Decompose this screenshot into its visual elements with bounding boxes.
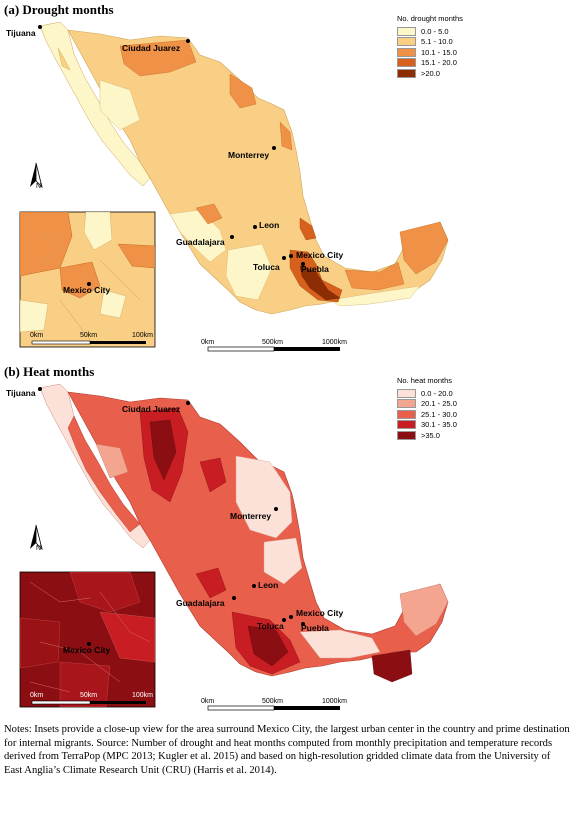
main-scale-bar: 0km 500km 1000km — [201, 339, 347, 352]
main-scale-start: 0km — [201, 698, 214, 705]
legend-title: No. heat months — [397, 376, 453, 385]
city-label-puebla: Puebla — [301, 264, 329, 274]
legend-item: 30.1 - 35.0 — [397, 420, 457, 431]
legend-item: 0.0 - 20.0 — [397, 388, 457, 399]
heat-map-panel: Tijuana Ciudad Juarez Monterrey Leon Gua… — [0, 362, 573, 717]
legend-item: 0.0 - 5.0 — [397, 26, 463, 37]
city-label-monterrey: Monterrey — [230, 511, 271, 521]
legend-item: 25.1 - 30.0 — [397, 409, 457, 420]
legend-item: >20.0 — [397, 68, 463, 79]
ciudad-juarez-marker — [186, 39, 190, 43]
mexico-city-marker — [289, 254, 293, 258]
city-label-monterrey: Monterrey — [228, 150, 269, 160]
inset-scale-end: 100km — [132, 692, 153, 699]
legend-title: No. drought months — [397, 14, 463, 23]
city-label-guadalajara: Guadalajara — [176, 598, 225, 608]
legend: No. heat months 0.0 - 20.0 20.1 - 25.0 2… — [397, 376, 457, 441]
north-arrow-icon: N — [30, 162, 43, 190]
inset-map: Mexico City 0km 50km 100km — [19, 571, 156, 708]
legend-item: >35.0 — [397, 430, 457, 441]
main-scale-mid: 500km — [262, 339, 283, 346]
legend: No. drought months 0.0 - 5.0 5.1 - 10.0 … — [397, 14, 463, 79]
city-label-leon: Leon — [259, 220, 279, 230]
leon-marker — [253, 225, 257, 229]
inset-label-mexico-city: Mexico City — [63, 645, 111, 655]
city-label-guadalajara: Guadalajara — [176, 237, 225, 247]
panel-title: (b) Heat months — [4, 364, 95, 379]
north-arrow-icon: N — [30, 524, 43, 552]
legend-item: 10.1 - 15.0 — [397, 47, 463, 58]
inset-scale-mid: 50km — [80, 692, 97, 699]
inset-scale-start: 0km — [30, 332, 43, 339]
monterrey-marker — [272, 146, 276, 150]
city-label-mexico-city: Mexico City — [296, 608, 344, 618]
inset-label-mexico-city: Mexico City — [63, 285, 111, 295]
panel-title: (a) Drought months — [4, 2, 114, 17]
guadalajara-marker — [230, 235, 234, 239]
inset-scale-end: 100km — [132, 332, 153, 339]
inset-map: Mexico City 0km 50km 100km — [19, 211, 156, 348]
heat-map: Tijuana Ciudad Juarez Monterrey Leon Gua… — [6, 383, 449, 711]
legend-item: 5.1 - 10.0 — [397, 37, 463, 48]
main-scale-mid: 500km — [262, 698, 283, 705]
main-scale-end: 1000km — [322, 339, 347, 346]
city-label-leon: Leon — [258, 580, 278, 590]
city-label-puebla: Puebla — [301, 623, 329, 633]
tijuana-marker — [38, 25, 42, 29]
main-scale-end: 1000km — [322, 698, 347, 705]
svg-text:N: N — [36, 545, 41, 552]
drought-map-panel: Tijuana Ciudad Juarez Monterrey Leon Gua… — [0, 0, 573, 355]
baja-california-region — [39, 21, 151, 187]
city-label-ciudad-juarez: Ciudad Juarez — [122, 404, 180, 414]
figure-notes: Notes: Insets provide a close-up view fo… — [4, 724, 570, 776]
inset-scale-mid: 50km — [80, 332, 97, 339]
legend-item: 15.1 - 20.0 — [397, 58, 463, 69]
city-label-tijuana: Tijuana — [6, 388, 36, 398]
city-label-tijuana: Tijuana — [6, 28, 36, 38]
mainland-region — [67, 29, 449, 315]
svg-text:N: N — [36, 183, 41, 190]
main-scale-start: 0km — [201, 339, 214, 346]
puebla-marker — [301, 262, 305, 266]
city-label-mexico-city: Mexico City — [296, 250, 344, 260]
main-scale-bar: 0km 500km 1000km — [201, 698, 347, 711]
toluca-marker — [282, 256, 286, 260]
drought-map: Tijuana Ciudad Juarez Monterrey Leon Gua… — [6, 21, 449, 352]
city-label-ciudad-juarez: Ciudad Juarez — [122, 43, 180, 53]
city-label-toluca: Toluca — [257, 621, 284, 631]
legend-item: 20.1 - 25.0 — [397, 399, 457, 410]
city-label-toluca: Toluca — [253, 262, 280, 272]
inset-scale-start: 0km — [30, 692, 43, 699]
